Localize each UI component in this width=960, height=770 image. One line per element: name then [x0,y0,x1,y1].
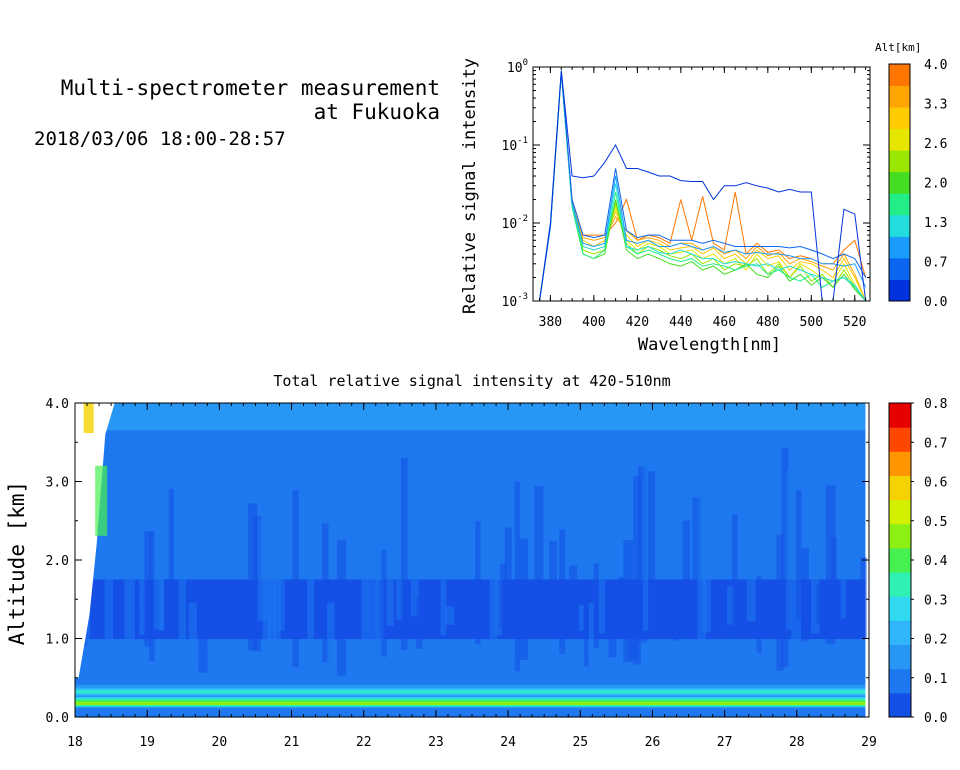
colorbar-tick-label: 4.0 [924,58,947,73]
x-tick-label: 420 [626,315,649,330]
y-tick-base: 10 [502,217,518,232]
spectrum-series-line [539,71,867,301]
spectrum-lines [539,70,867,301]
spectrum-series-line [539,72,867,301]
x-tick-label: 380 [539,315,562,330]
spectrum-plot-frame [532,66,871,302]
colorbar-swatch [889,128,910,151]
y-tick-exponent: -1 [517,136,528,146]
chart-title-line2: at Fukuoka [313,100,440,124]
colorbar-swatch [889,64,910,87]
x-tick-label: 460 [713,315,736,330]
x-tick-label: 500 [800,315,823,330]
colorbar-swatch [889,85,910,108]
x-axis-label: Wavelength[nm] [638,335,781,355]
colorbar-swatch [889,107,910,130]
y-axis-label: Relative signal intensity [460,58,480,314]
colorbar-swatch [889,150,910,173]
spectrum-series-line [539,72,867,301]
y-tick-exponent: -2 [517,214,528,224]
x-tick-label: 520 [843,315,866,330]
colorbar-swatch [889,257,910,280]
colorbar-tick-label: 2.6 [924,137,947,152]
colorbar-swatch [889,279,910,302]
y-tick-base: 10 [502,295,518,310]
colorbar-swatch [889,214,910,237]
spectrum-series-line [539,70,867,301]
y-tick-label: 10-3 [502,292,529,310]
colorbar-frame [888,63,911,302]
y-tick-label: 10-2 [502,214,529,232]
chart-title-line1: Multi-spectrometer measurement [60,76,440,100]
y-tick-exponent: 0 [523,58,528,68]
y-tick-label: 10-1 [502,136,529,154]
spectrum-series-line [539,71,867,301]
y-tick-base: 10 [507,61,523,76]
spectrum-series-line [539,72,867,301]
y-tick-base: 10 [502,139,518,154]
colorbar-tick-label: 2.0 [924,177,947,192]
colorbar-tick-label: 0.0 [924,295,947,310]
y-tick-label: 100 [507,58,528,76]
y-tick-exponent: -3 [517,292,528,302]
colorbar-tick-label: 3.3 [924,98,947,113]
x-tick-label: 440 [669,315,692,330]
colorbar-swatch [889,171,910,194]
chart-title: Multi-spectrometer measurement at Fukuok… [61,76,440,124]
colorbar-tick-label: 0.7 [924,256,947,271]
colorbar-swatch [889,193,910,216]
colorbar-swatch [889,236,910,259]
x-tick-label: 400 [582,315,605,330]
measurement-datetime: 2018/03/06 18:00-28:57 [34,128,286,150]
colorbar-label: Alt[km] [875,41,921,54]
colorbar-tick-label: 1.3 [924,216,947,231]
x-tick-label: 480 [756,315,779,330]
